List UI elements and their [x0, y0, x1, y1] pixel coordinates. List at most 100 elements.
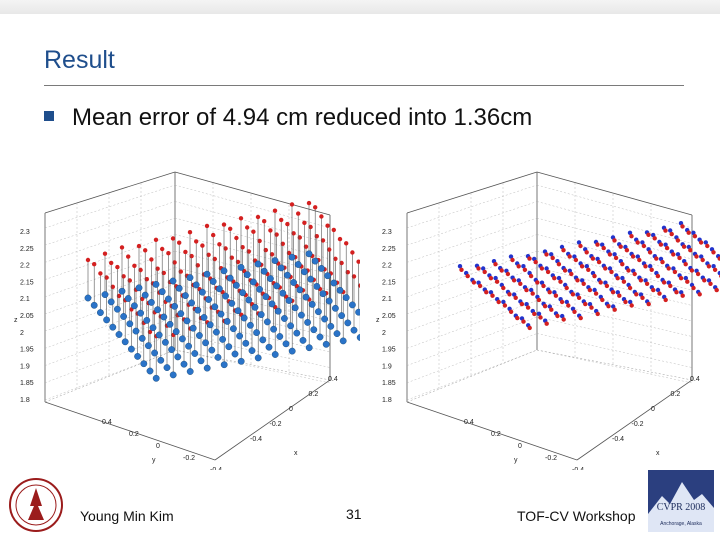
measured-point	[572, 254, 577, 259]
ground-truth-point	[524, 287, 529, 293]
ground-truth-point	[607, 252, 613, 257]
ground-truth-point	[527, 325, 532, 331]
ground-truth-point	[553, 293, 559, 298]
measured-point	[508, 254, 514, 259]
z-tick-label: 2	[382, 330, 386, 337]
ground-truth-point	[677, 255, 682, 261]
ground-truth-point	[600, 297, 605, 303]
ground-truth-point	[350, 250, 355, 255]
ground-truth-point	[566, 303, 571, 308]
grid-line	[44, 283, 176, 332]
measured-point	[516, 278, 521, 283]
ground-truth-point	[280, 241, 285, 246]
ground-truth-point	[320, 238, 326, 243]
x-tick-label: 0	[289, 406, 293, 413]
ground-truth-point	[586, 267, 591, 272]
ground-truth-point	[92, 262, 97, 267]
ground-truth-point	[689, 268, 695, 273]
z-tick-label: 2.3	[382, 229, 392, 236]
measured-point	[205, 296, 213, 303]
ground-truth-point	[640, 295, 645, 300]
ground-truth-point	[177, 240, 182, 245]
measured-point	[564, 299, 569, 305]
measured-point	[305, 250, 313, 258]
grid-line	[44, 267, 176, 315]
ground-truth-point	[564, 285, 569, 291]
ground-truth-point	[493, 262, 498, 267]
ground-truth-point	[477, 283, 483, 289]
measured-point	[175, 284, 183, 292]
ground-truth-point	[624, 248, 630, 253]
grid-line	[44, 217, 176, 263]
measured-point	[331, 304, 339, 312]
grid-line	[536, 184, 693, 229]
measured-point	[288, 253, 296, 261]
ground-truth-point	[697, 292, 702, 297]
measured-point	[356, 334, 360, 341]
ground-truth-point	[505, 271, 511, 277]
measured-point	[225, 343, 233, 351]
z-tick-label: 2.15	[382, 279, 396, 286]
ground-truth-point	[488, 276, 494, 281]
ground-truth-point	[132, 263, 137, 268]
measured-point	[274, 307, 282, 315]
ground-truth-point	[549, 307, 554, 312]
ground-truth-point	[138, 267, 143, 273]
x-tick-label: 0.2	[671, 391, 681, 398]
ground-truth-point	[166, 251, 171, 256]
measured-point	[174, 353, 182, 361]
z-tick-label: 1.8	[382, 397, 392, 404]
grid-line	[44, 184, 176, 229]
measured-point	[163, 364, 171, 371]
measured-point	[310, 326, 318, 334]
ground-truth-point	[98, 271, 103, 276]
ground-truth-point	[459, 267, 464, 272]
z-tick-label: 1.85	[382, 380, 396, 387]
grid-line	[406, 171, 538, 214]
plot-before-correction: 2.3 2.25 2.2 2.15 2.1 2.05 2 1.95 1.9 1.85 1.8 z 0.4…	[14, 171, 360, 470]
grid-line	[44, 171, 176, 214]
ground-truth-point	[644, 281, 650, 286]
measured-point	[166, 320, 174, 328]
ground-truth-point	[593, 291, 599, 296]
measured-point	[521, 264, 526, 269]
ground-truth-point	[272, 208, 278, 213]
page-number: 31	[346, 506, 362, 522]
ground-truth-point	[604, 283, 610, 289]
ground-truth-point	[306, 200, 312, 206]
measured-point	[143, 316, 151, 324]
ground-truth-point	[269, 252, 275, 257]
grid-line	[214, 379, 331, 461]
ground-truth-point	[499, 268, 504, 273]
conference-logo-text: CVPR 2008	[657, 502, 706, 513]
measured-point	[155, 331, 163, 339]
measured-point	[338, 312, 345, 319]
grid-line	[536, 250, 693, 291]
ground-truth-point	[212, 256, 217, 262]
ground-truth-point	[592, 273, 597, 279]
measured-point	[339, 337, 347, 345]
ground-truth-point	[502, 303, 508, 308]
measured-point	[640, 240, 645, 245]
measured-point	[186, 368, 194, 375]
ground-truth-point	[550, 255, 555, 261]
measured-point	[137, 309, 145, 317]
ground-truth-point	[195, 263, 200, 268]
measured-point	[226, 274, 234, 282]
conference-logo-icon: CVPR 2008 Anchorage, Alaska	[648, 470, 714, 532]
measured-point	[121, 338, 129, 346]
ground-truth-point	[527, 256, 532, 261]
ground-truth-point	[562, 268, 568, 273]
ground-truth-point	[714, 287, 719, 293]
ground-truth-point	[700, 257, 705, 263]
ground-truth-point	[155, 266, 160, 271]
ground-truth-point	[561, 317, 566, 322]
measured-point	[556, 275, 562, 281]
square-bullet-icon	[44, 110, 54, 121]
z-tick-label: 2.25	[20, 246, 34, 253]
ground-truth-point	[274, 232, 279, 237]
measured-point	[350, 326, 358, 334]
ground-truth-point	[694, 254, 699, 259]
measured-point	[189, 324, 197, 332]
measured-point	[172, 328, 180, 335]
